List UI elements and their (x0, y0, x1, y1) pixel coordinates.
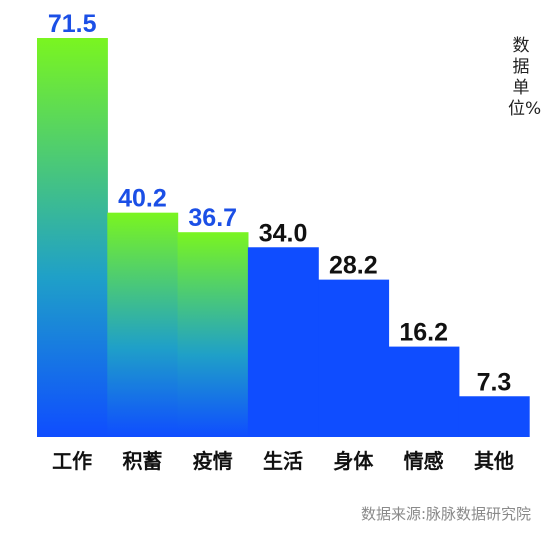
value-label-7: 7.3 (477, 368, 512, 396)
bar-7 (458, 396, 530, 437)
value-label-4: 34.0 (259, 219, 308, 247)
bar-4 (247, 247, 319, 437)
bar-5 (318, 279, 390, 437)
bar-1 (37, 38, 108, 437)
unit-note: 数据单位% (508, 36, 542, 119)
category-label-7: 其他 (474, 449, 514, 473)
category-label-4: 生活 (263, 449, 303, 473)
value-labels-group: 71.5 40.2 36.7 34.0 28.2 16.2 7.3 (48, 10, 512, 396)
value-label-2: 40.2 (118, 185, 167, 213)
value-label-3: 36.7 (188, 204, 237, 232)
category-label-5: 身体 (333, 449, 374, 473)
category-label-1: 工作 (52, 449, 92, 473)
value-label-6: 16.2 (399, 319, 448, 347)
bar-2 (107, 212, 179, 437)
bar-6 (388, 346, 460, 437)
source-note: 数据来源:脉脉数据研究院 (360, 505, 531, 523)
category-label-6: 情感 (404, 449, 444, 473)
category-labels-group: 工作 积蓄 疫情 生活 身体 情感 其他 (52, 449, 514, 473)
value-label-5: 28.2 (329, 252, 378, 280)
bar-3 (177, 232, 249, 437)
bars-group (37, 38, 530, 437)
category-label-2: 积蓄 (122, 449, 162, 473)
category-label-3: 疫情 (193, 449, 233, 473)
value-label-1: 71.5 (48, 10, 97, 38)
